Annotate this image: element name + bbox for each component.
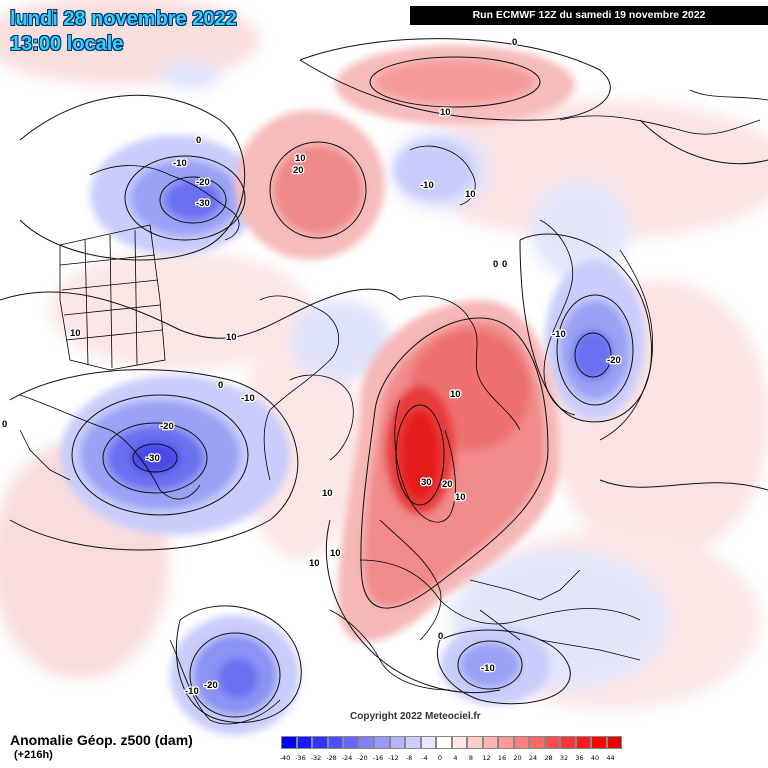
- forecast-time: 13:00 locale: [10, 33, 124, 55]
- legend-swatch: [281, 736, 297, 749]
- legend-tick-label: -20: [357, 754, 368, 762]
- legend-tick-label: -28: [326, 754, 337, 762]
- contour-label: -10: [185, 686, 199, 697]
- contour-label: 0: [502, 259, 507, 270]
- legend-swatch: [296, 736, 312, 749]
- legend-tick-label: 36: [575, 754, 584, 762]
- contour-label: 20: [442, 479, 453, 490]
- legend-swatch: [420, 736, 436, 749]
- legend-swatch: [529, 736, 545, 749]
- legend-tick-label: -40: [279, 754, 291, 762]
- legend-swatch: [327, 736, 343, 749]
- contour-label: 0: [512, 37, 517, 48]
- legend-swatch: [405, 736, 421, 749]
- legend-tick-label: 28: [544, 754, 553, 762]
- forecast-date: lundi 28 novembre 2022: [10, 8, 237, 30]
- contour-label: 10: [450, 389, 461, 400]
- contour-labels: -10 -20 -30 0 10 20 10 -10 10 0 0 0 10 -…: [1, 36, 622, 699]
- legend-tick-label: 16: [497, 754, 507, 762]
- legend-swatch: [513, 736, 529, 749]
- contour-label: 10: [70, 328, 81, 339]
- legend-tick-label: -16: [372, 754, 384, 762]
- legend-tick-label: 32: [559, 754, 569, 762]
- legend-tick-label: 40: [590, 754, 600, 762]
- copyright-notice: Copyright 2022 Meteociel.fr: [350, 711, 481, 722]
- contour-label: 10: [465, 189, 476, 200]
- legend-tick-label: 12: [482, 754, 491, 762]
- legend-swatch: [451, 736, 467, 749]
- run-info-banner: Run ECMWF 12Z du samedi 19 novembre 2022: [410, 6, 768, 25]
- legend-tick-label: 20: [513, 754, 522, 762]
- lead-time: (+216h): [14, 749, 53, 761]
- legend-swatch: [389, 736, 405, 749]
- legend-tick-label: -36: [295, 754, 306, 762]
- contour-label: 0: [196, 135, 201, 146]
- legend-tick-label: -12: [388, 754, 399, 762]
- legend-swatch: [591, 736, 607, 749]
- legend-tick-label: -32: [310, 754, 322, 762]
- contour-label: 10: [455, 492, 466, 503]
- contour-label: 10: [309, 558, 320, 569]
- legend-tick-label: -8: [405, 754, 413, 762]
- legend-swatch: [436, 736, 452, 749]
- legend-swatch: [467, 736, 483, 749]
- map-title: Anomalie Géop. z500 (dam): [10, 732, 193, 748]
- contour-label: 10: [295, 153, 306, 164]
- contour-label: -20: [204, 680, 218, 691]
- legend-swatch: [575, 736, 591, 749]
- legend-tick-label: 4: [453, 754, 458, 762]
- legend-swatch: [606, 736, 622, 749]
- contour-label: -10: [173, 158, 187, 169]
- legend-swatch: [498, 736, 514, 749]
- legend-swatch: [358, 736, 374, 749]
- contour-label: 10: [322, 488, 333, 499]
- shading-lows: [60, 135, 645, 735]
- contour-label: -30: [146, 453, 160, 464]
- contour-label: -20: [607, 355, 621, 366]
- contour-label: -10: [241, 393, 255, 404]
- legend-swatch: [312, 736, 328, 749]
- legend-swatch: [374, 736, 390, 749]
- legend-tick-label: 24: [528, 754, 538, 762]
- contour-label: -10: [481, 663, 495, 674]
- contour-label: 0: [493, 259, 498, 270]
- contour-label: -20: [160, 421, 174, 432]
- contour-label: 10: [330, 548, 341, 559]
- legend-tick-label: 44: [606, 754, 615, 762]
- contour-label: 10: [226, 332, 237, 343]
- legend-swatch: [482, 736, 498, 749]
- shading-highs: [235, 45, 575, 642]
- legend-swatch: [343, 736, 359, 749]
- legend-tick-label: -4: [421, 754, 428, 762]
- contour-label: 10: [440, 107, 451, 118]
- contour-label: 20: [293, 165, 304, 176]
- contour-label: -10: [552, 329, 566, 340]
- contour-label: -30: [196, 198, 210, 209]
- contour-label: 0: [438, 631, 443, 642]
- contour-label: -10: [420, 180, 434, 191]
- contour-label: 30: [421, 477, 432, 488]
- legend-tick-label: -24: [341, 754, 353, 762]
- contour-label: -20: [196, 177, 210, 188]
- legend-swatch: [544, 736, 560, 749]
- contour-label: 0: [218, 380, 223, 391]
- legend-swatch: [560, 736, 576, 749]
- legend-tick-label: 8: [468, 754, 474, 762]
- legend-tick-label: 0: [437, 754, 443, 762]
- coastlines: [19, 89, 768, 725]
- contour-label: 0: [2, 419, 7, 430]
